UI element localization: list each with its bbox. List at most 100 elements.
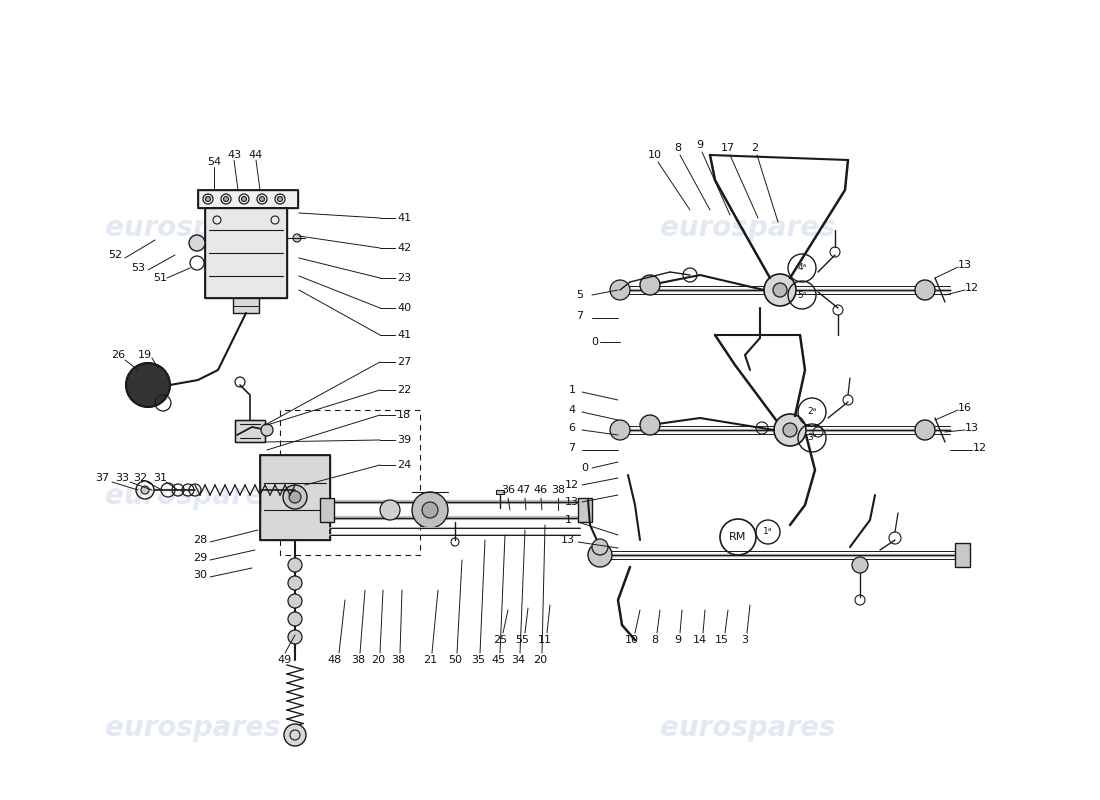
Text: 20: 20 xyxy=(532,655,547,665)
Text: 46: 46 xyxy=(532,485,547,495)
Text: 23: 23 xyxy=(397,273,411,283)
Text: 2ᵃ: 2ᵃ xyxy=(807,407,816,417)
Text: 1: 1 xyxy=(569,385,575,395)
Circle shape xyxy=(284,724,306,746)
Circle shape xyxy=(773,283,786,297)
Bar xyxy=(205,208,287,298)
Text: 21: 21 xyxy=(422,655,437,665)
Circle shape xyxy=(189,235,205,251)
Text: 41: 41 xyxy=(397,330,411,340)
Text: 7: 7 xyxy=(576,311,584,321)
Circle shape xyxy=(261,424,273,436)
Circle shape xyxy=(288,558,302,572)
Circle shape xyxy=(915,280,935,300)
Circle shape xyxy=(379,500,400,520)
Text: 13: 13 xyxy=(965,423,979,433)
Circle shape xyxy=(422,502,438,518)
Text: 36: 36 xyxy=(500,485,515,495)
Text: 43: 43 xyxy=(227,150,241,160)
Text: 13: 13 xyxy=(561,535,575,545)
Text: 10: 10 xyxy=(625,635,639,645)
Text: 10: 10 xyxy=(648,150,662,160)
Text: 7: 7 xyxy=(569,443,575,453)
Text: 15: 15 xyxy=(715,635,729,645)
Text: eurospares: eurospares xyxy=(660,214,836,242)
Circle shape xyxy=(293,234,301,242)
Text: 8: 8 xyxy=(651,635,659,645)
Circle shape xyxy=(242,197,246,202)
Text: 44: 44 xyxy=(249,150,263,160)
Text: 38: 38 xyxy=(351,655,365,665)
Text: 38: 38 xyxy=(390,655,405,665)
Circle shape xyxy=(288,612,302,626)
Text: 17: 17 xyxy=(720,143,735,153)
Text: 1: 1 xyxy=(564,515,572,525)
Circle shape xyxy=(223,197,229,202)
Text: 39: 39 xyxy=(397,435,411,445)
Text: 53: 53 xyxy=(131,263,145,273)
Text: eurospares: eurospares xyxy=(660,714,836,742)
Text: 50: 50 xyxy=(448,655,462,665)
Circle shape xyxy=(640,415,660,435)
Text: 33: 33 xyxy=(116,473,129,483)
Text: 5ᵃ: 5ᵃ xyxy=(798,290,806,299)
Text: 1ᵃ: 1ᵃ xyxy=(763,527,772,537)
Text: 30: 30 xyxy=(192,570,207,580)
Text: eurospares: eurospares xyxy=(104,482,280,510)
Text: 18: 18 xyxy=(397,410,411,420)
Text: 0: 0 xyxy=(592,337,598,347)
Text: 49: 49 xyxy=(278,655,293,665)
Circle shape xyxy=(288,576,302,590)
Text: 25: 25 xyxy=(493,635,507,645)
Text: 12: 12 xyxy=(565,480,579,490)
Text: 35: 35 xyxy=(471,655,485,665)
Text: eurospares: eurospares xyxy=(104,214,280,242)
Text: 32: 32 xyxy=(133,473,147,483)
Text: 14: 14 xyxy=(693,635,707,645)
Text: 2: 2 xyxy=(751,143,759,153)
Bar xyxy=(205,208,287,298)
Text: 27: 27 xyxy=(397,357,411,367)
Text: 34: 34 xyxy=(510,655,525,665)
Bar xyxy=(496,490,504,494)
Text: 40: 40 xyxy=(397,303,411,313)
Text: 3: 3 xyxy=(741,635,748,645)
Bar xyxy=(235,420,265,442)
Bar xyxy=(578,498,592,522)
Circle shape xyxy=(774,414,806,446)
Bar xyxy=(198,190,298,208)
Text: 13: 13 xyxy=(958,260,972,270)
Circle shape xyxy=(610,280,630,300)
Text: 4ᵃ: 4ᵃ xyxy=(798,263,806,273)
Text: 29: 29 xyxy=(192,553,207,563)
Circle shape xyxy=(588,543,612,567)
Bar xyxy=(260,455,330,540)
Circle shape xyxy=(764,274,796,306)
Bar xyxy=(233,298,258,313)
Text: 3ᵃ: 3ᵃ xyxy=(807,434,816,442)
Bar xyxy=(260,455,330,540)
Text: 5: 5 xyxy=(576,290,583,300)
Circle shape xyxy=(640,275,660,295)
Text: 37: 37 xyxy=(95,473,109,483)
Bar xyxy=(320,498,334,522)
Text: 26: 26 xyxy=(111,350,125,360)
Circle shape xyxy=(206,197,210,202)
Text: 8: 8 xyxy=(674,143,682,153)
Text: 55: 55 xyxy=(515,635,529,645)
Text: 47: 47 xyxy=(517,485,531,495)
Text: 24: 24 xyxy=(397,460,411,470)
Text: 12: 12 xyxy=(972,443,987,453)
Text: 4: 4 xyxy=(569,405,575,415)
Circle shape xyxy=(288,594,302,608)
Text: 12: 12 xyxy=(965,283,979,293)
Text: 38: 38 xyxy=(551,485,565,495)
Text: 45: 45 xyxy=(491,655,505,665)
Bar xyxy=(955,543,970,567)
Circle shape xyxy=(288,630,302,644)
Circle shape xyxy=(915,420,935,440)
Text: 9: 9 xyxy=(674,635,682,645)
Circle shape xyxy=(610,420,630,440)
Text: 9: 9 xyxy=(696,140,704,150)
Circle shape xyxy=(412,492,448,528)
